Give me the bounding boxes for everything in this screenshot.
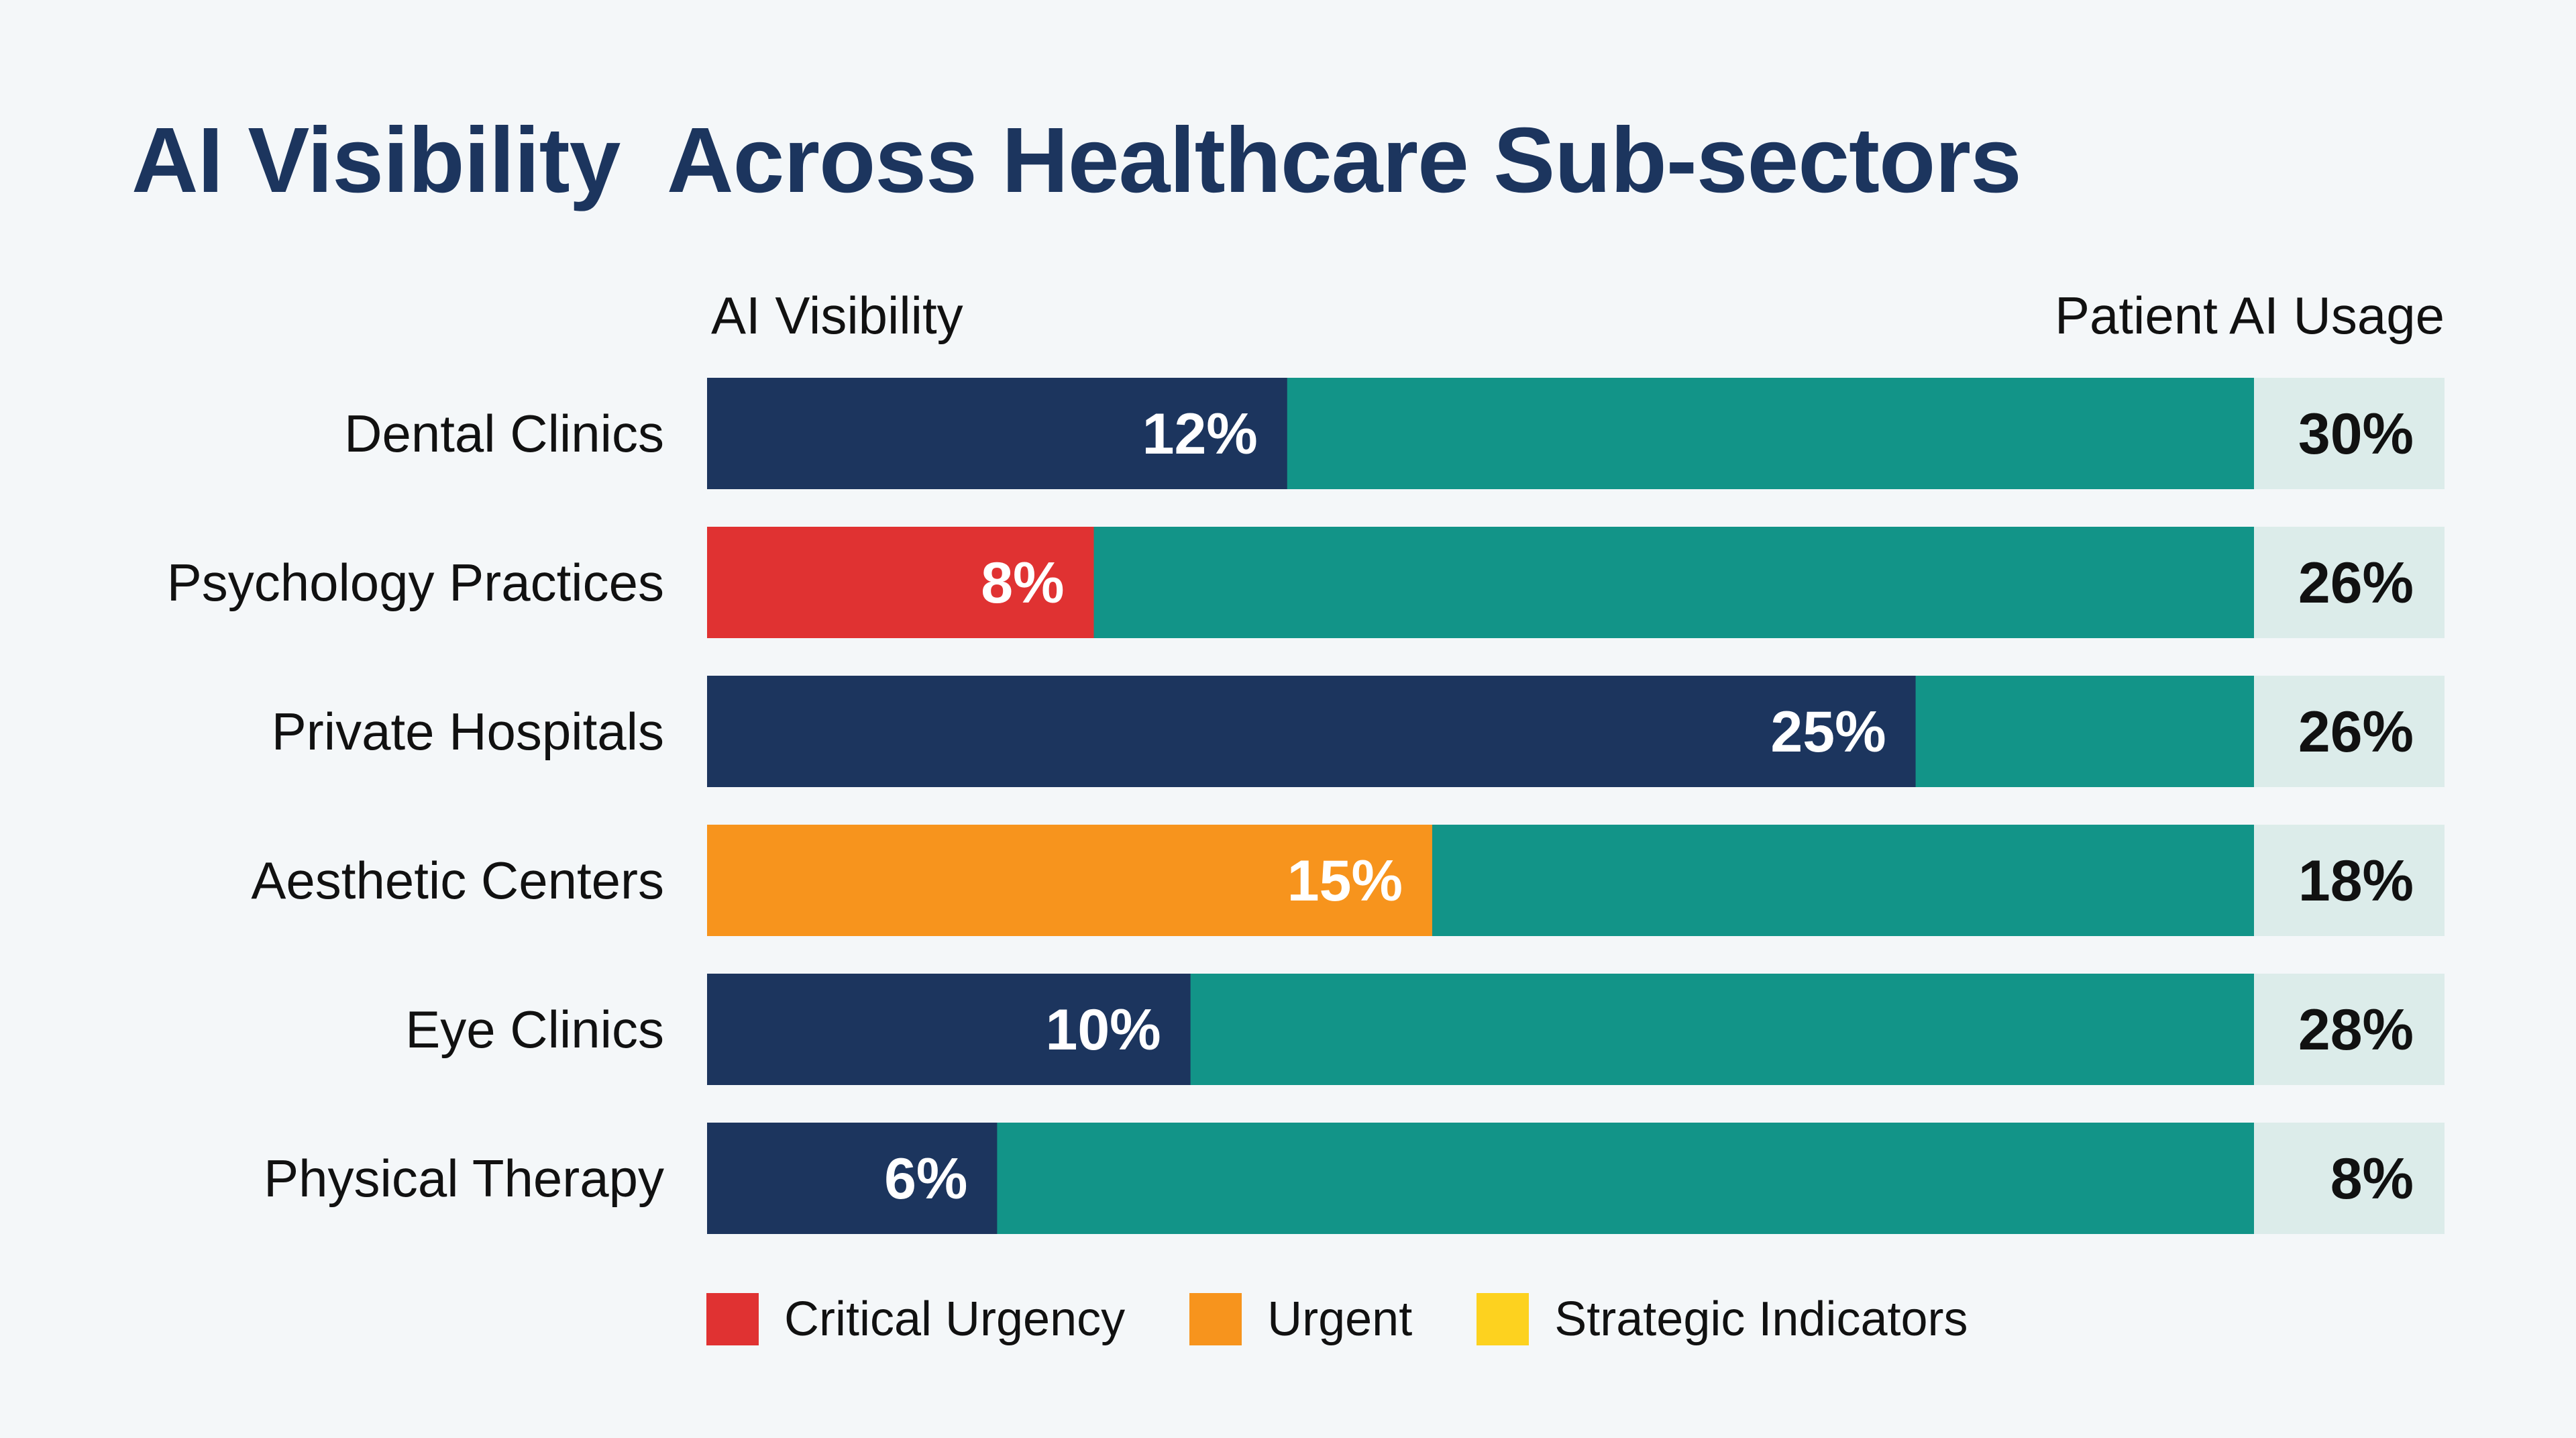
visibility-bar-physical-therapy [707, 1123, 998, 1234]
visibility-value-label-eye-clinics: 10% [1045, 998, 1161, 1062]
usage-box-aesthetic-centers [2254, 825, 2445, 936]
category-label-private-hospitals: Private Hospitals [272, 702, 664, 761]
usage-box-private-hospitals [2254, 676, 2445, 787]
category-label-aesthetic-centers: Aesthetic Centers [251, 851, 664, 910]
category-label-physical-therapy: Physical Therapy [264, 1149, 664, 1208]
visibility-value-label-psychology-practices: 8% [981, 551, 1064, 615]
usage-value-label-aesthetic-centers: 18% [2298, 849, 2414, 913]
usage-value-label-private-hospitals: 26% [2298, 700, 2414, 764]
visibility-bar-psychology-practices [707, 527, 1094, 638]
legend-label: Strategic Indicators [1554, 1292, 1968, 1346]
usage-value-label-physical-therapy: 8% [2330, 1147, 2414, 1211]
visibility-bar-dental-clinics [707, 378, 1287, 489]
category-label-dental-clinics: Dental Clinics [344, 404, 664, 463]
category-label-psychology-practices: Psychology Practices [167, 553, 664, 612]
usage-value-label-dental-clinics: 30% [2298, 402, 2414, 466]
column-header-ai-visibility: AI Visibility [711, 286, 963, 345]
visibility-value-label-physical-therapy: 6% [884, 1147, 967, 1211]
category-label-eye-clinics: Eye Clinics [405, 1000, 664, 1059]
usage-box-physical-therapy [2254, 1123, 2445, 1234]
usage-box-dental-clinics [2254, 378, 2445, 489]
visibility-bar-private-hospitals [707, 676, 1916, 787]
column-header-patient-ai-usage: Patient AI Usage [2054, 286, 2445, 345]
legend-item-urgent: Urgent [1189, 1292, 1412, 1347]
legend-item-strategic-indicators: Strategic Indicators [1477, 1292, 1968, 1347]
chart-title: AI Visibility Across Healthcare Sub-sect… [131, 109, 2022, 212]
visibility-value-label-aesthetic-centers: 15% [1287, 849, 1403, 913]
visibility-value-label-private-hospitals: 25% [1770, 700, 1886, 764]
visibility-value-label-dental-clinics: 12% [1142, 402, 1258, 466]
usage-box-psychology-practices [2254, 527, 2445, 638]
legend-swatch-critical-urgency [706, 1293, 759, 1345]
usage-value-label-psychology-practices: 26% [2298, 551, 2414, 615]
legend-swatch-strategic-indicators [1477, 1293, 1529, 1345]
legend-label: Critical Urgency [784, 1292, 1126, 1346]
legend: Critical Urgency Urgent Strategic Indica… [706, 1292, 2033, 1347]
legend-item-critical-urgency: Critical Urgency [706, 1292, 1125, 1347]
usage-box-eye-clinics [2254, 974, 2445, 1085]
visibility-bar-eye-clinics [707, 974, 1191, 1085]
usage-value-label-eye-clinics: 28% [2298, 998, 2414, 1062]
visibility-bar-aesthetic-centers [707, 825, 1432, 936]
legend-label: Urgent [1267, 1292, 1413, 1346]
legend-swatch-urgent [1189, 1293, 1242, 1345]
